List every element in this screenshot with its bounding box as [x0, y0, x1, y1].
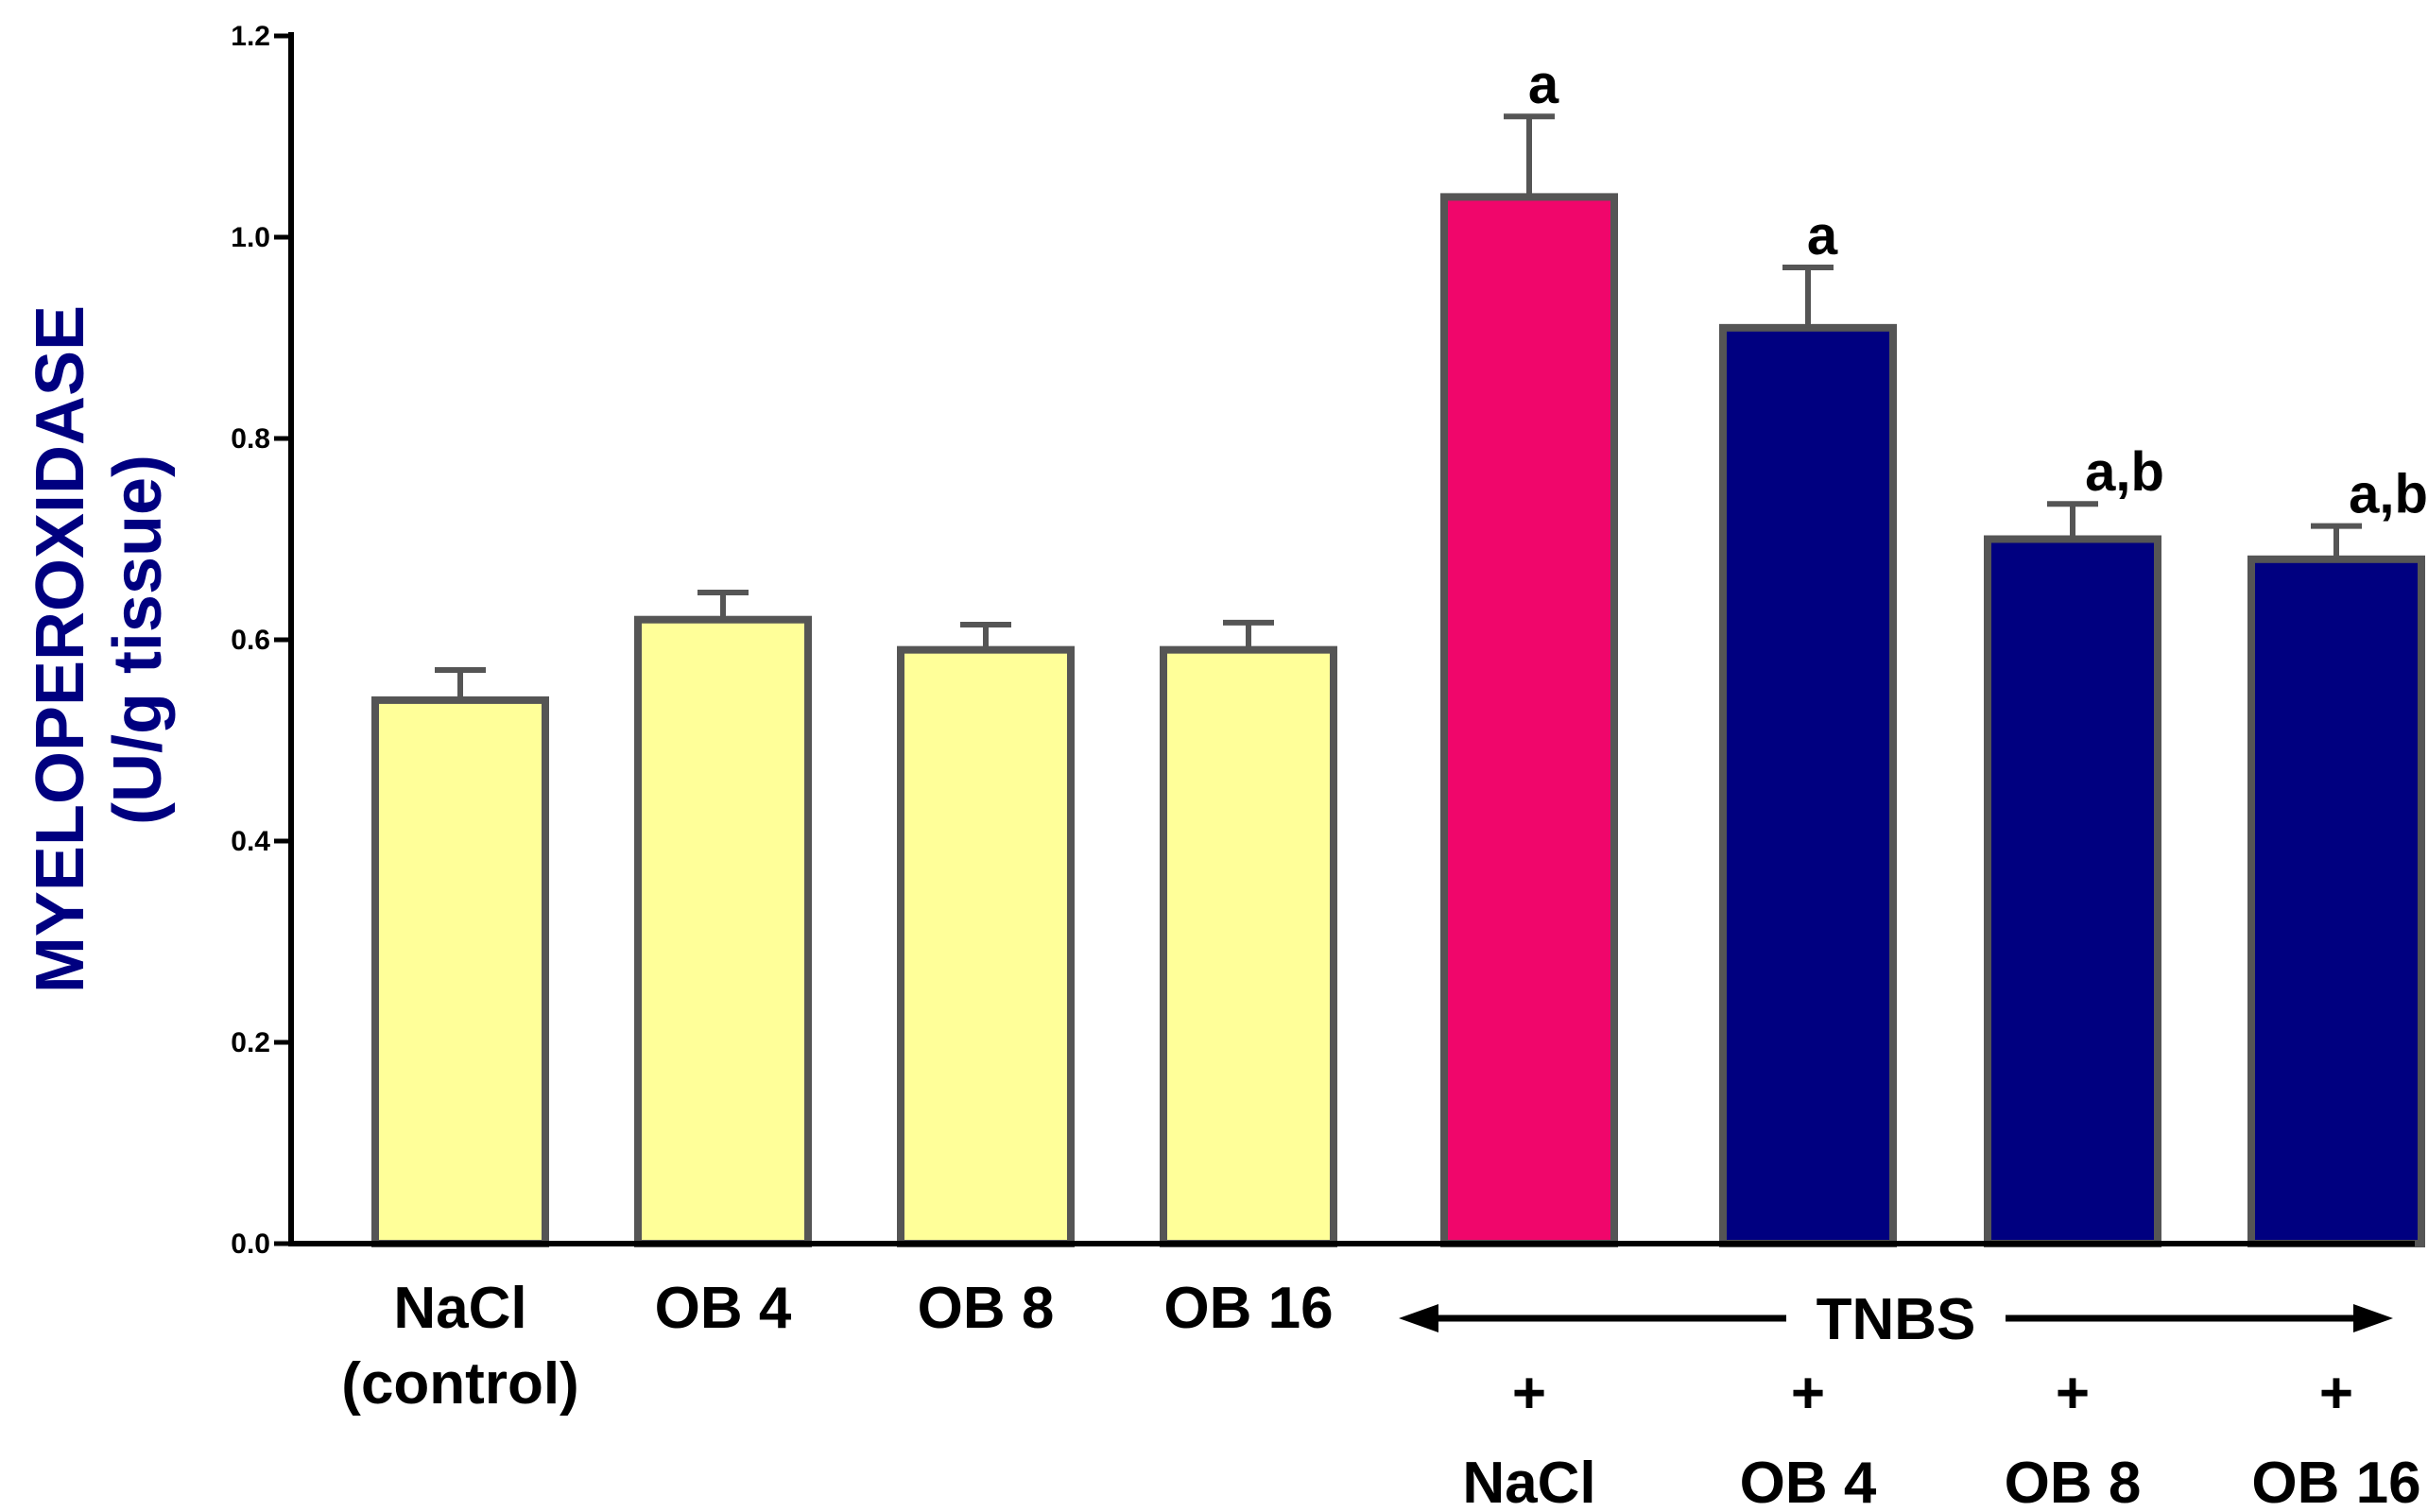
x-category-label-7-line2: OB 8 — [2005, 1451, 2142, 1512]
y-tick-label-4: 0.8 — [231, 423, 270, 455]
x-category-label-5-line1: + — [1512, 1361, 1546, 1426]
bar-6 — [1719, 323, 1897, 1248]
bar-7 — [1984, 535, 2161, 1247]
bar-4 — [1160, 645, 1337, 1247]
x-category-labels: NaCl (control) OB 4 OB 8 OB 16 + NaCl + OB 4 + OB … — [341, 1276, 2420, 1512]
x-category-label-2-line1: OB 4 — [655, 1276, 792, 1341]
significance-label-5: a — [1528, 54, 1559, 115]
bar-5 — [1440, 193, 1618, 1247]
tnbs-group-label: TNBS — [1817, 1287, 1976, 1352]
significance-label-8: a,b — [2349, 464, 2428, 525]
x-category-label-7-line1: + — [2056, 1361, 2090, 1426]
bars-group — [371, 193, 2425, 1248]
y-tick-label-3: 0.6 — [231, 625, 270, 656]
y-tick-label-1: 0.2 — [231, 1027, 270, 1058]
x-category-label-8-line1: + — [2319, 1361, 2353, 1426]
y-axis-label-line1: MYELOPEROXIDASE — [23, 305, 98, 993]
tnbs-arrow-left-head — [1399, 1304, 1438, 1332]
x-category-label-1-line2: (control) — [341, 1351, 578, 1417]
x-category-label-8-line2: OB 16 — [2251, 1451, 2420, 1512]
bar-8 — [2247, 555, 2425, 1247]
y-tick-label-6: 1.2 — [231, 21, 270, 52]
error-bars-group — [435, 113, 2362, 700]
bar-3 — [897, 645, 1075, 1247]
x-category-label-6-line1: + — [1791, 1361, 1825, 1426]
y-tick-label-0: 0.0 — [231, 1228, 270, 1260]
significance-labels: a a a,b a,b — [1528, 54, 2428, 524]
y-tick-label-2: 0.4 — [231, 826, 270, 857]
x-category-label-3-line1: OB 8 — [918, 1276, 1055, 1341]
significance-label-6: a — [1807, 205, 1838, 266]
x-category-label-4-line1: OB 16 — [1163, 1276, 1333, 1341]
axes-group: 0.0 0.2 0.4 0.6 0.8 1.0 1.2 — [231, 21, 2415, 1260]
x-category-label-1-line1: NaCl — [393, 1276, 526, 1341]
bar-2 — [634, 615, 812, 1247]
tnbs-group-annotation: TNBS — [1399, 1287, 2393, 1352]
x-category-label-5-line2: NaCl — [1462, 1451, 1595, 1512]
y-axis-label: MYELOPEROXIDASE (U/g tissue) — [23, 286, 176, 993]
x-category-label-6-line2: OB 4 — [1740, 1451, 1877, 1512]
bar-1 — [371, 696, 549, 1247]
tnbs-arrow-right-head — [2353, 1304, 2393, 1332]
y-axis-label-line2: (U/g tissue) — [100, 455, 176, 825]
significance-label-7: a,b — [2085, 441, 2164, 503]
y-tick-label-5: 1.0 — [231, 222, 270, 253]
